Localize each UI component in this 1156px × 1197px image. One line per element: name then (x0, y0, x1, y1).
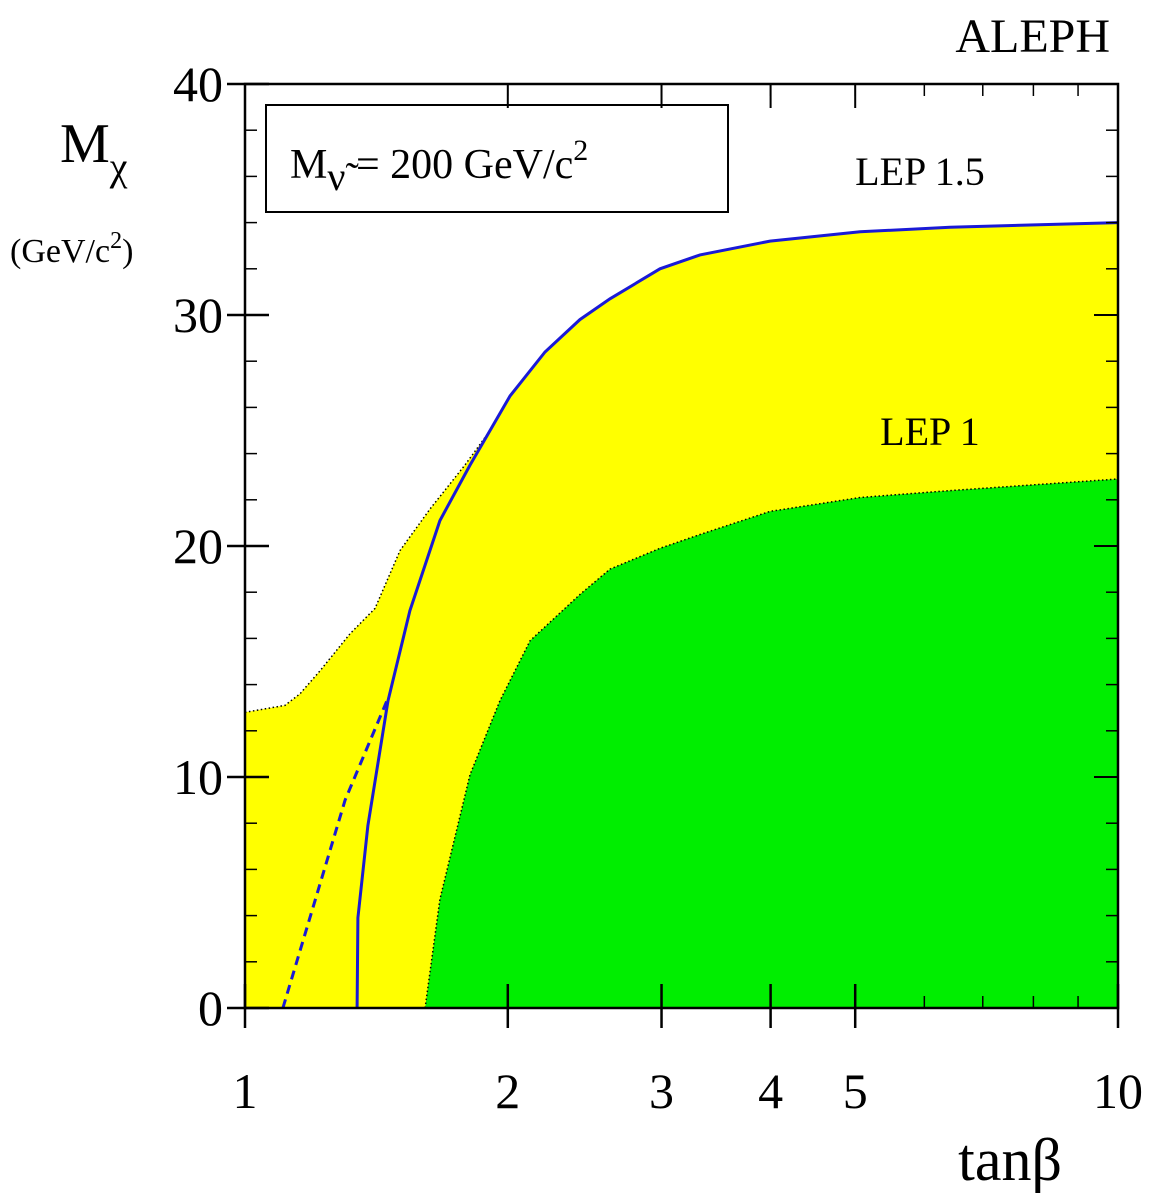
plot-layer (244, 221, 1119, 1009)
y-unit-sup: 2 (110, 228, 122, 254)
legend-main: M (290, 142, 327, 188)
y-axis-label: Mχ (60, 113, 128, 189)
x-tick-label: 1 (233, 1063, 258, 1119)
y-tick-label: 20 (173, 518, 223, 574)
series-label: LEP 1.5 (855, 149, 985, 194)
line (281, 700, 389, 1009)
series-label: LEP 1 (880, 409, 980, 454)
area (425, 479, 1119, 1008)
y-tick-label: 10 (173, 749, 223, 805)
x-tick-label: 10 (1093, 1063, 1143, 1119)
legend-box (265, 104, 729, 213)
y-tick-label: 40 (173, 56, 223, 112)
y-label-sub: χ (109, 144, 128, 189)
x-tick-label: 3 (649, 1063, 674, 1119)
y-tick-label: 0 (198, 980, 223, 1036)
line (355, 221, 1119, 1009)
y-label-main: M (60, 113, 110, 175)
y-tick-label: 30 (173, 287, 223, 343)
x-tick-label: 5 (843, 1063, 868, 1119)
y-unit-end: ) (122, 233, 133, 270)
x-tick-label: 4 (758, 1063, 783, 1119)
x-tick-label: 2 (495, 1063, 520, 1119)
area-boundary (424, 478, 1119, 1009)
legend-text: Mν̃ = 200 GeV/c2 (290, 134, 588, 199)
chart-title: ALEPH (955, 10, 1110, 63)
y-axis-unit: (GeV/c2) (10, 228, 133, 270)
y-unit-main: (GeV/c (10, 233, 110, 270)
legend-rest: = 200 GeV/c (345, 142, 573, 188)
legend-sup: 2 (573, 134, 588, 167)
x-axis-label: tanβ (958, 1127, 1062, 1193)
